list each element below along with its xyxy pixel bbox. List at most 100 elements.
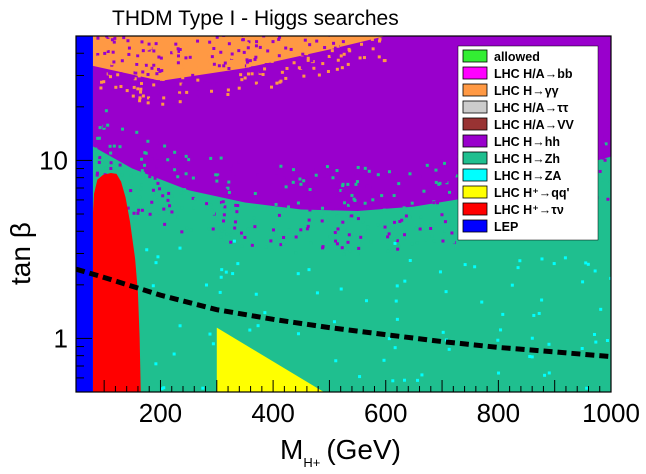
scatter-point <box>274 231 278 235</box>
scatter-point <box>109 167 113 171</box>
legend-items: allowed LHC H/A→bb LHC H→γγ LHC H/A→ττ LHC H… <box>462 49 575 234</box>
scatter-point <box>346 62 350 66</box>
scatter-point <box>358 375 362 379</box>
scatter-point <box>107 71 111 75</box>
scatter-point <box>138 195 142 199</box>
scatter-point <box>410 201 414 205</box>
scatter-point <box>320 213 324 217</box>
scatter-point <box>343 244 347 248</box>
scatter-point <box>382 358 386 362</box>
scatter-point <box>329 65 333 69</box>
scatter-point <box>109 168 113 172</box>
scatter-point <box>323 46 327 50</box>
scatter-point <box>335 214 339 218</box>
scatter-point <box>448 190 452 194</box>
scatter-point <box>350 193 354 197</box>
scatter-point <box>154 59 158 63</box>
scatter-point <box>275 81 279 85</box>
scatter-point <box>135 59 139 63</box>
scatter-point <box>261 58 265 62</box>
scatter-point <box>371 47 375 51</box>
scatter-point <box>150 200 154 204</box>
scatter-point <box>140 79 144 83</box>
scatter-point <box>230 56 234 60</box>
scatter-point <box>266 49 270 53</box>
scatter-point <box>94 147 98 151</box>
scatter-point <box>425 205 429 209</box>
legend-swatch-hA_tautau <box>462 100 488 114</box>
scatter-point <box>282 242 286 246</box>
scatter-point <box>96 136 100 140</box>
legend-label-h_zh: LHC H→Zh <box>494 152 560 166</box>
scatter-point <box>247 72 251 76</box>
scatter-point <box>253 192 257 196</box>
scatter-point <box>331 176 335 180</box>
scatter-point <box>346 240 350 244</box>
scatter-point <box>453 205 457 209</box>
scatter-point <box>176 54 180 58</box>
scatter-point <box>116 48 120 52</box>
scatter-point <box>243 82 247 86</box>
scatter-point <box>170 210 174 214</box>
scatter-point <box>136 211 140 215</box>
scatter-point <box>219 156 223 160</box>
scatter-point <box>376 173 380 177</box>
scatter-point <box>255 50 259 54</box>
scatter-point <box>340 246 344 250</box>
scatter-point <box>430 234 434 238</box>
scatter-point <box>219 50 223 54</box>
scatter-point <box>158 140 162 144</box>
scatter-point <box>111 50 115 54</box>
scatter-point <box>227 190 231 194</box>
scatter-point <box>129 173 133 177</box>
scatter-point <box>174 42 178 46</box>
scatter-point <box>329 175 333 179</box>
scatter-point <box>516 266 520 270</box>
scatter-point <box>605 117 609 121</box>
scatter-point <box>259 58 263 62</box>
scatter-point <box>497 371 501 375</box>
scatter-point <box>584 261 588 265</box>
scatter-point <box>330 232 334 236</box>
scatter-point <box>229 240 233 244</box>
series-line-reference <box>76 266 611 360</box>
scatter-point <box>180 230 184 234</box>
scatter-point <box>156 141 160 145</box>
scatter-point <box>140 208 144 212</box>
scatter-point <box>330 53 334 57</box>
scatter-point <box>291 180 295 184</box>
scatter-point <box>141 94 145 98</box>
scatter-point <box>608 198 611 202</box>
scatter-point <box>237 160 241 164</box>
scatter-point <box>252 240 256 244</box>
scatter-point <box>105 80 109 84</box>
legend-swatch-allowed <box>462 49 488 63</box>
scatter-point <box>257 83 261 87</box>
scatter-point <box>222 213 226 217</box>
scatter-point <box>181 83 185 87</box>
scatter-point <box>95 154 99 158</box>
scatter-point <box>602 162 606 166</box>
scatter-point <box>408 215 412 219</box>
scatter-point <box>333 30 336 33</box>
scatter-point <box>162 207 166 211</box>
y-axis: 1 10 <box>39 35 92 393</box>
scatter-point <box>238 36 242 39</box>
scatter-point <box>170 63 174 67</box>
scatter-point <box>496 338 500 342</box>
scatter-point <box>580 346 584 350</box>
scatter-point <box>166 198 170 202</box>
scatter-point <box>209 73 213 77</box>
scatter-point <box>132 85 136 89</box>
scatter-point <box>402 378 406 382</box>
scatter-point <box>166 158 170 162</box>
scatter-point <box>294 30 297 33</box>
scatter-point <box>298 177 302 181</box>
scatter-point <box>540 298 544 302</box>
scatter-point <box>212 46 216 50</box>
scatter-point <box>254 45 258 49</box>
scatter-point <box>326 214 330 218</box>
scatter-point <box>179 191 183 195</box>
scatter-point <box>112 144 116 148</box>
scatter-point <box>162 96 166 100</box>
